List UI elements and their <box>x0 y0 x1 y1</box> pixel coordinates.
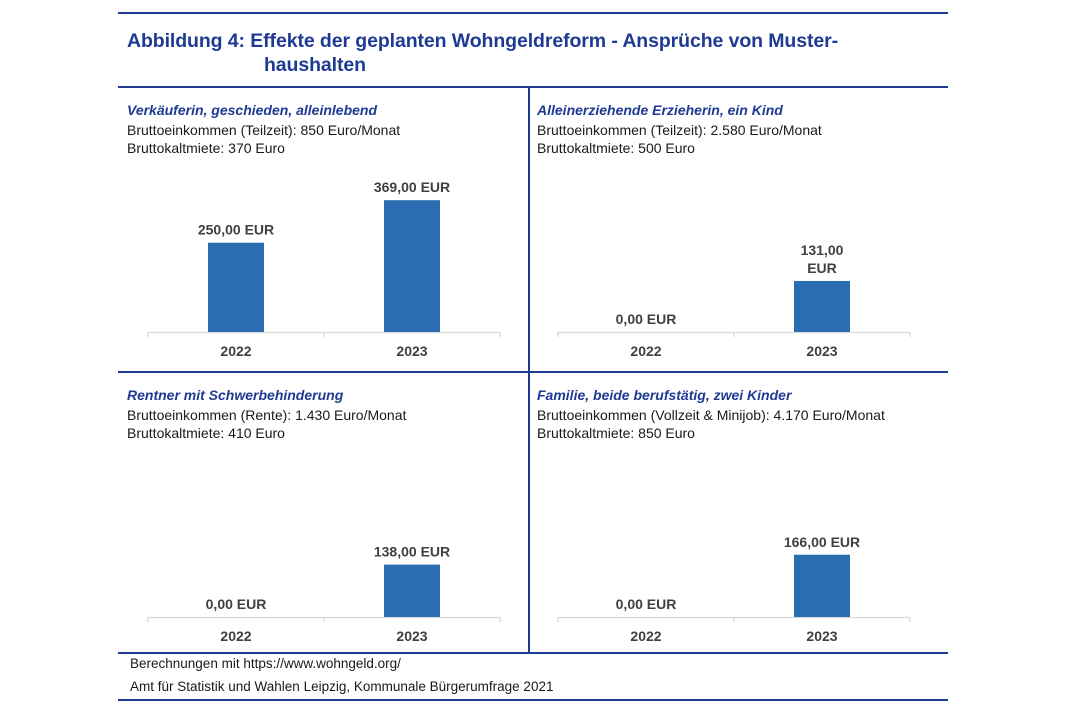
center-divider <box>528 88 530 652</box>
panel-title: Alleinerziehende Erzieherin, ein Kind <box>537 102 783 118</box>
bar-chart: 0,00 EUR 2022 166,00 EUR 2023 <box>557 534 911 644</box>
data-label-2023: EUR <box>807 260 837 276</box>
panel-rentner: Rentner mit Schwerbehinderung Bruttoeink… <box>127 387 527 657</box>
panel-income: Bruttoeinkommen (Teilzeit): 850 Euro/Mon… <box>127 122 401 138</box>
x-tick-label-2023: 2023 <box>806 628 837 644</box>
bar-chart: 0,00 EUR 2022 138,00 EUR 2023 <box>147 544 501 644</box>
panel-rent: Bruttokaltmiete: 370 Euro <box>127 140 285 156</box>
panel-verkaeuferin: Verkäuferin, geschieden, alleinlebend Br… <box>127 102 527 372</box>
panel-erzieherin: Alleinerziehende Erzieherin, ein Kind Br… <box>537 102 937 372</box>
bar-2023 <box>794 280 850 332</box>
footer-top-rule <box>118 652 948 654</box>
figure-title-line2: haushalten <box>264 54 366 76</box>
data-label-2022: 0,00 EUR <box>616 311 677 327</box>
panel-income: Bruttoeinkommen (Vollzeit & Minijob): 4.… <box>537 407 885 423</box>
top-rule <box>118 12 948 14</box>
panel-income: Bruttoeinkommen (Rente): 1.430 Euro/Mona… <box>127 407 407 423</box>
footer-calc-note: Berechnungen mit https://www.wohngeld.or… <box>130 656 401 671</box>
panel-familie: Familie, beide berufstätig, zwei Kinder … <box>537 387 937 657</box>
middle-rule <box>118 371 948 373</box>
x-tick-label-2022: 2022 <box>220 628 251 644</box>
panel-rent: Bruttokaltmiete: 850 Euro <box>537 425 695 441</box>
x-tick-label-2023: 2023 <box>396 628 427 644</box>
bar-2022 <box>208 242 264 332</box>
bar-chart: 0,00 EUR 2022 131,00 EUR 2023 <box>557 242 911 359</box>
panel-title: Verkäuferin, geschieden, alleinlebend <box>127 102 378 118</box>
figure-title-line1: Abbildung 4: Effekte der geplanten Wohng… <box>127 30 838 52</box>
bar-2023 <box>384 200 440 332</box>
panel-income: Bruttoeinkommen (Teilzeit): 2.580 Euro/M… <box>537 122 822 138</box>
figure-title: Abbildung 4: Effekte der geplanten Wohng… <box>127 29 838 77</box>
x-tick-label-2022: 2022 <box>220 343 251 359</box>
data-label-2022: 0,00 EUR <box>616 596 677 612</box>
x-tick-label-2023: 2023 <box>396 343 427 359</box>
bar-chart: 250,00 EUR 2022 369,00 EUR 2023 <box>147 179 501 359</box>
data-label-2023: 138,00 EUR <box>374 544 450 560</box>
x-tick-label-2023: 2023 <box>806 343 837 359</box>
data-label-2022: 0,00 EUR <box>206 596 267 612</box>
bar-2023 <box>384 564 440 617</box>
panel-title: Rentner mit Schwerbehinderung <box>127 387 344 403</box>
footer-source: Amt für Statistik und Wahlen Leipzig, Ko… <box>130 679 554 694</box>
data-label-2023: 369,00 EUR <box>374 179 450 195</box>
x-tick-label-2022: 2022 <box>630 628 661 644</box>
title-bottom-rule <box>118 86 948 88</box>
bar-2023 <box>794 554 850 617</box>
panel-rent: Bruttokaltmiete: 410 Euro <box>127 425 285 441</box>
data-label-2023: 131,00 <box>801 242 844 258</box>
panel-title: Familie, beide berufstätig, zwei Kinder <box>537 387 792 403</box>
x-tick-label-2022: 2022 <box>630 343 661 359</box>
panel-rent: Bruttokaltmiete: 500 Euro <box>537 140 695 156</box>
data-label-2023: 166,00 EUR <box>784 534 860 550</box>
data-label-2022: 250,00 EUR <box>198 222 274 238</box>
bottom-rule <box>118 699 948 701</box>
